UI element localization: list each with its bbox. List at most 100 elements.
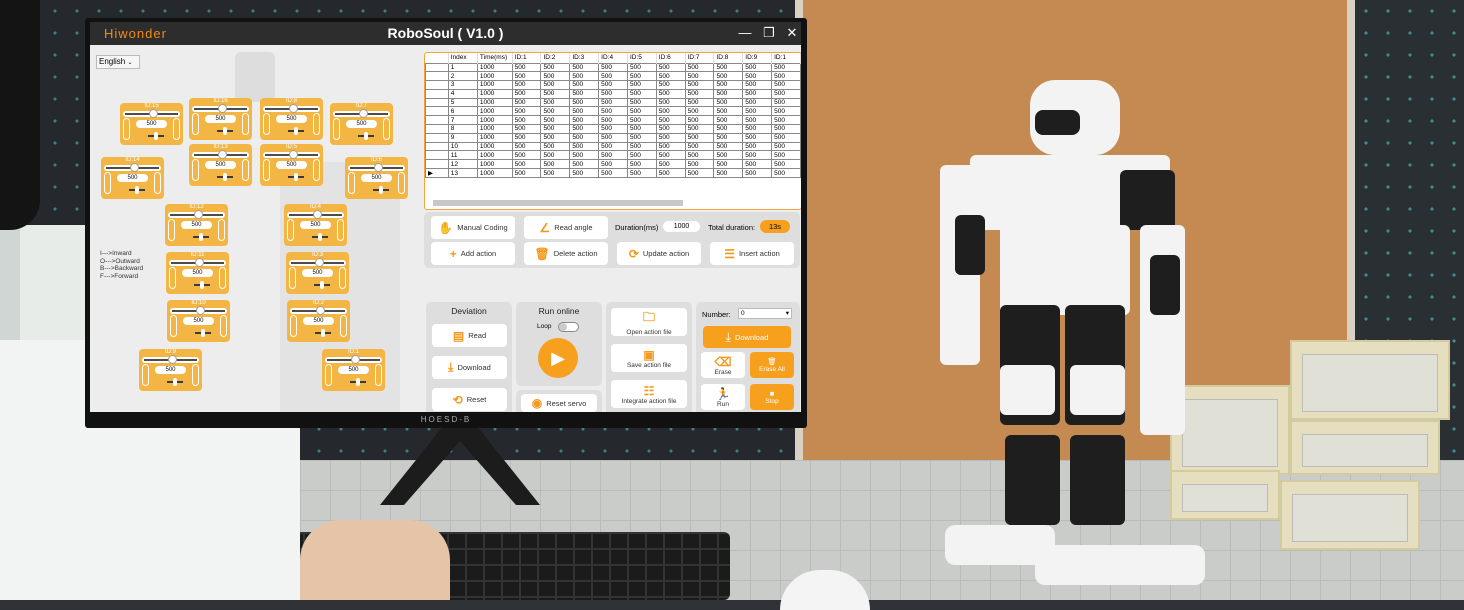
servo-decrease-button[interactable] bbox=[333, 118, 340, 140]
table-cell[interactable]: 500 bbox=[626, 141, 657, 152]
servo-position-slider[interactable] bbox=[287, 210, 344, 219]
table-cell[interactable]: 500 bbox=[540, 80, 571, 90]
table-cell[interactable]: 500 bbox=[742, 115, 773, 126]
table-cell[interactable]: 500 bbox=[598, 115, 628, 126]
manual-coding-button[interactable]: ✋ Manual Coding bbox=[431, 216, 515, 239]
table-row[interactable]: 4 1000 500 500 500 500 500 500 500 500 500 500 bbox=[425, 88, 801, 99]
table-cell[interactable]: 10 bbox=[447, 141, 478, 152]
close-button[interactable]: ✕ bbox=[786, 25, 798, 40]
erase-button[interactable]: ⌫ Erase bbox=[701, 352, 745, 378]
action-table[interactable]: Index Time(ms) ID:1 ID:2 ID:3 ID:4 ID:5 ID:6 ID:… bbox=[424, 52, 801, 210]
table-cell[interactable]: 11 bbox=[447, 150, 478, 161]
column-header[interactable]: Time(ms) bbox=[477, 53, 513, 63]
table-row[interactable]: 6 1000 500 500 500 500 500 500 500 500 500 500 bbox=[425, 106, 801, 117]
servo-deviation-slider[interactable] bbox=[193, 233, 209, 241]
table-cell[interactable]: 500 bbox=[540, 88, 571, 99]
table-cell[interactable]: 500 bbox=[511, 132, 542, 143]
minimize-button[interactable]: — bbox=[738, 25, 752, 40]
table-cell[interactable]: 500 bbox=[771, 88, 801, 99]
table-cell[interactable]: 500 bbox=[626, 71, 657, 82]
table-cell[interactable]: 500 bbox=[771, 62, 801, 73]
servo-value-input[interactable]: 500 bbox=[300, 221, 331, 229]
table-cell[interactable]: 500 bbox=[540, 132, 571, 143]
servo-deviation-slider[interactable] bbox=[312, 233, 328, 241]
table-cell[interactable] bbox=[425, 106, 449, 117]
servo-value-input[interactable]: 500 bbox=[182, 269, 213, 277]
column-header[interactable]: ID:6 bbox=[656, 53, 686, 63]
delete-action-button[interactable]: 🗑 Delete action bbox=[524, 242, 608, 265]
table-cell[interactable]: 500 bbox=[511, 62, 542, 73]
table-cell[interactable]: 500 bbox=[655, 62, 686, 73]
table-cell[interactable] bbox=[425, 115, 449, 126]
table-cell[interactable]: 500 bbox=[598, 106, 628, 117]
servo-position-slider[interactable] bbox=[289, 258, 346, 267]
table-row[interactable]: ▶ 13 1000 500 500 500 500 500 500 500 500 500 500 bbox=[425, 168, 801, 179]
servo-position-slider[interactable] bbox=[192, 150, 249, 159]
servo-value-input[interactable]: 500 bbox=[205, 161, 236, 169]
table-cell[interactable]: 4 bbox=[447, 88, 478, 99]
servo-increase-button[interactable] bbox=[383, 118, 390, 140]
servo-value-input[interactable]: 500 bbox=[338, 366, 369, 374]
table-cell[interactable]: 500 bbox=[684, 150, 715, 161]
table-cell[interactable]: 500 bbox=[684, 88, 715, 99]
table-cell[interactable]: 500 bbox=[655, 97, 686, 108]
table-cell[interactable]: ▶ bbox=[425, 168, 449, 179]
table-cell[interactable]: 500 bbox=[771, 115, 801, 126]
servo-deviation-slider[interactable] bbox=[373, 186, 389, 194]
servo-deviation-slider[interactable] bbox=[314, 281, 330, 289]
table-cell[interactable]: 500 bbox=[626, 80, 657, 90]
table-cell[interactable]: 1000 bbox=[476, 62, 513, 73]
table-cell[interactable]: 1000 bbox=[476, 141, 513, 152]
servo-decrease-button[interactable] bbox=[287, 219, 294, 241]
table-cell[interactable] bbox=[425, 97, 449, 108]
table-cell[interactable]: 500 bbox=[626, 88, 657, 99]
table-cell[interactable]: 500 bbox=[742, 62, 773, 73]
servo-increase-button[interactable] bbox=[242, 159, 249, 181]
servo-deviation-slider[interactable] bbox=[358, 132, 374, 140]
column-header[interactable] bbox=[425, 53, 449, 63]
table-cell[interactable]: 500 bbox=[713, 124, 744, 134]
servo-position-slider[interactable] bbox=[168, 210, 225, 219]
servo-decrease-button[interactable] bbox=[104, 172, 111, 194]
table-cell[interactable]: 500 bbox=[655, 88, 686, 99]
servo-decrease-button[interactable] bbox=[348, 172, 355, 194]
table-cell[interactable]: 500 bbox=[713, 132, 744, 143]
servo-value-input[interactable]: 500 bbox=[155, 366, 186, 374]
table-cell[interactable]: 500 bbox=[713, 71, 744, 82]
servo-deviation-slider[interactable] bbox=[195, 329, 211, 337]
servo-deviation-slider[interactable] bbox=[350, 378, 366, 386]
table-row[interactable]: 1 1000 500 500 500 500 500 500 500 500 500 500 bbox=[425, 62, 801, 73]
table-cell[interactable]: 500 bbox=[771, 150, 801, 161]
servo-position-slider[interactable] bbox=[169, 258, 226, 267]
table-cell[interactable]: 500 bbox=[598, 62, 628, 73]
table-cell[interactable]: 500 bbox=[713, 88, 744, 99]
reset-servo-button[interactable]: ◉ Reset servo bbox=[521, 394, 597, 412]
servo-position-slider[interactable] bbox=[192, 104, 249, 113]
table-cell[interactable]: 500 bbox=[569, 159, 600, 170]
table-row[interactable]: 3 1000 500 500 500 500 500 500 500 500 500 500 bbox=[425, 80, 801, 90]
table-cell[interactable]: 500 bbox=[598, 97, 628, 108]
horizontal-scrollbar[interactable] bbox=[433, 200, 683, 206]
table-row[interactable]: 5 1000 500 500 500 500 500 500 500 500 500 500 bbox=[425, 97, 801, 108]
table-cell[interactable]: 12 bbox=[447, 159, 478, 170]
number-select[interactable]: 0 ▾ bbox=[738, 308, 792, 319]
table-cell[interactable] bbox=[425, 62, 449, 73]
table-cell[interactable]: 1000 bbox=[476, 132, 513, 143]
deviation-read-button[interactable]: ▤ Read bbox=[432, 324, 507, 347]
table-cell[interactable]: 500 bbox=[713, 97, 744, 108]
servo-position-slider[interactable] bbox=[348, 163, 405, 172]
table-cell[interactable]: 500 bbox=[771, 80, 801, 90]
table-cell[interactable]: 500 bbox=[511, 97, 542, 108]
table-cell[interactable]: 500 bbox=[655, 71, 686, 82]
language-select[interactable]: English ⌄ bbox=[96, 55, 140, 69]
maximize-button[interactable]: ❐ bbox=[763, 25, 775, 40]
table-cell[interactable]: 500 bbox=[569, 97, 600, 108]
table-cell[interactable]: 500 bbox=[511, 88, 542, 99]
servo-decrease-button[interactable] bbox=[325, 364, 332, 386]
run-button[interactable]: 🏃 Run bbox=[701, 384, 745, 410]
table-cell[interactable]: 500 bbox=[713, 80, 744, 90]
table-cell[interactable]: 500 bbox=[771, 124, 801, 134]
table-cell[interactable]: 2 bbox=[447, 71, 478, 82]
table-cell[interactable]: 500 bbox=[655, 106, 686, 117]
servo-decrease-button[interactable] bbox=[168, 219, 175, 241]
